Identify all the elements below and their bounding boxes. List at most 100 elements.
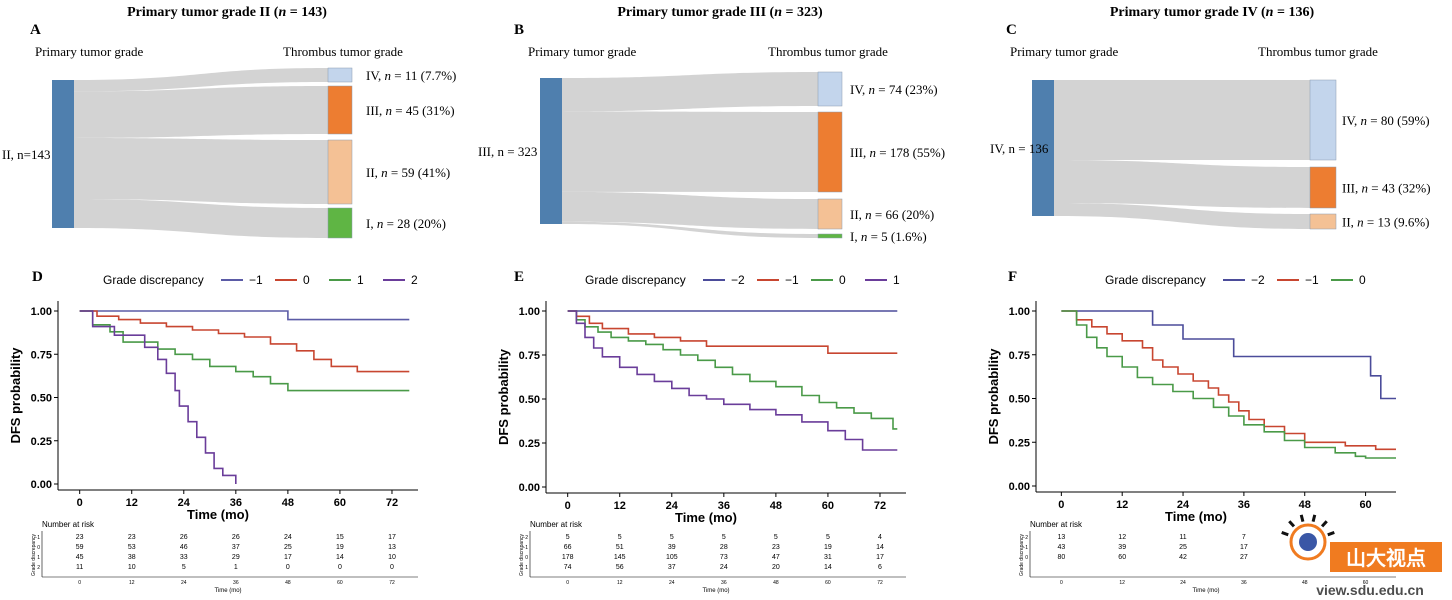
risk-cell: 59 (76, 544, 84, 551)
risk-cell: 14 (336, 554, 344, 561)
risk-cell: 0 (338, 564, 342, 571)
risk-cell: 39 (668, 544, 676, 551)
risk-cell: 24 (284, 534, 292, 541)
legend-label: −2 (731, 273, 745, 287)
y-axis-label: DFS probability (8, 347, 23, 444)
right-axis-header: Thrombus tumor grade (1258, 44, 1378, 59)
logo-text-url: view.sdu.edu.cn (1316, 582, 1424, 598)
risk-cell: 42 (1179, 554, 1187, 561)
target-label-II: II, n = 66 (20%) (850, 207, 934, 222)
risk-cell: 11 (76, 564, 83, 571)
flow-IV (74, 68, 328, 92)
legend-label: −1 (1305, 273, 1319, 287)
legend-title: Grade discrepancy (1105, 273, 1206, 287)
risk-time: 36 (233, 580, 239, 586)
risk-cell: 19 (824, 544, 832, 551)
risk-cell: 25 (1179, 544, 1187, 551)
risk-time: 36 (1241, 580, 1247, 586)
x-tick-label: 0 (77, 497, 83, 509)
x-tick-label: 60 (334, 497, 346, 509)
risk-cell: 74 (564, 564, 572, 571)
left-axis-header: Primary tumor grade (528, 44, 637, 59)
watermark-logo: 山大视点 view.sdu.edu.cn (1281, 514, 1442, 598)
risk-cell: 6 (878, 564, 882, 571)
legend-label: −1 (785, 273, 799, 287)
y-axis-label: DFS probability (986, 348, 1001, 445)
risk-cell: 26 (180, 534, 188, 541)
y-tick-label: 0.50 (31, 393, 52, 405)
panel-letter: B (514, 22, 524, 38)
logo-ray (1311, 514, 1317, 522)
km-curve--1 (79, 310, 410, 321)
y-tick-label: 1.00 (519, 306, 540, 318)
risk-cell: 5 (826, 534, 830, 541)
source-label: IV, n = 136 (990, 141, 1049, 156)
flow-II (1054, 203, 1310, 229)
risk-cell: 51 (616, 544, 624, 551)
legend-label: 0 (839, 273, 846, 287)
flow-I (562, 221, 818, 238)
risk-time: 60 (337, 580, 343, 586)
risk-cell: 23 (128, 534, 136, 541)
km-panel-F: F Grade discrepancy −2 −1 00.000.250.500.751… (986, 269, 1396, 594)
source-node (1032, 80, 1054, 216)
y-tick-label: 0.00 (31, 479, 52, 491)
risk-row-group: 0 (525, 555, 528, 561)
risk-table-title: Number at risk (530, 520, 583, 529)
risk-cell: 5 (618, 534, 622, 541)
target-node-IV (817, 71, 843, 107)
source-node (540, 78, 562, 224)
x-tick-label: 72 (386, 497, 398, 509)
risk-table: Number at risk Grade discrepancy−2 13 12 11 7… (1019, 520, 1396, 594)
risk-cell: 60 (1118, 554, 1126, 561)
risk-table-xlabel: Time (mo) (702, 588, 729, 594)
risk-row-group: −2 (1022, 535, 1028, 541)
risk-cell: 10 (388, 554, 396, 561)
target-label-I: I, n = 28 (20%) (366, 216, 446, 231)
legend-label: 1 (357, 273, 364, 287)
y-axis-label: DFS probability (496, 348, 511, 445)
risk-cell: 15 (336, 534, 344, 541)
source-label: II, n=143 (2, 147, 51, 162)
risk-cell: 17 (284, 554, 292, 561)
legend-title: Grade discrepancy (585, 273, 686, 287)
x-tick-label: 48 (1299, 499, 1311, 511)
risk-time: 36 (721, 580, 727, 586)
flow-III (562, 111, 818, 192)
risk-table-ylabel: Grade discrepancy (1019, 534, 1025, 576)
target-label-III: III, n = 43 (32%) (1342, 181, 1431, 196)
risk-time: 60 (1363, 580, 1369, 586)
risk-row-group: 0 (37, 545, 40, 551)
risk-row-group: 0 (1025, 555, 1028, 561)
risk-cell: 11 (1179, 534, 1186, 541)
flow-I (74, 199, 328, 238)
source-label: III, n = 323 (478, 144, 537, 159)
risk-time: 60 (825, 580, 831, 586)
risk-cell: 29 (232, 554, 240, 561)
risk-cell: 46 (180, 544, 188, 551)
risk-time: 0 (1060, 580, 1063, 586)
risk-time: 48 (773, 580, 779, 586)
risk-cell: 17 (388, 534, 396, 541)
risk-cell: 66 (564, 544, 572, 551)
risk-table-title: Number at risk (42, 520, 95, 529)
risk-table-title: Number at risk (1030, 520, 1083, 529)
x-tick-label: 12 (126, 497, 138, 509)
risk-cell: 0 (390, 564, 394, 571)
risk-cell: 43 (1057, 544, 1065, 551)
logo-banner (1330, 542, 1442, 572)
risk-time: 0 (566, 580, 569, 586)
target-node-III (817, 111, 843, 193)
risk-time: 72 (389, 580, 395, 586)
target-label-I: I, n = 5 (1.6%) (850, 229, 927, 244)
x-tick-label: 36 (230, 497, 242, 509)
flow-IV (1054, 80, 1310, 160)
y-tick-label: 0.00 (519, 482, 540, 494)
target-label-IV: IV, n = 80 (59%) (1342, 113, 1430, 128)
target-node-IV (1309, 79, 1337, 161)
x-tick-label: 60 (822, 500, 834, 512)
risk-table: Number at risk Grade discrepancy−2 5 5 5 5 5 5 4… (519, 520, 906, 594)
y-tick-label: 0.25 (31, 436, 52, 448)
km-curve--2 (1061, 310, 1396, 400)
